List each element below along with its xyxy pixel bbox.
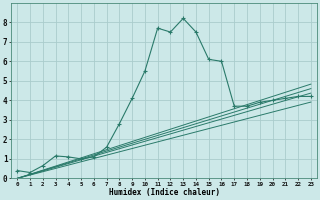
X-axis label: Humidex (Indice chaleur): Humidex (Indice chaleur) (108, 188, 220, 197)
